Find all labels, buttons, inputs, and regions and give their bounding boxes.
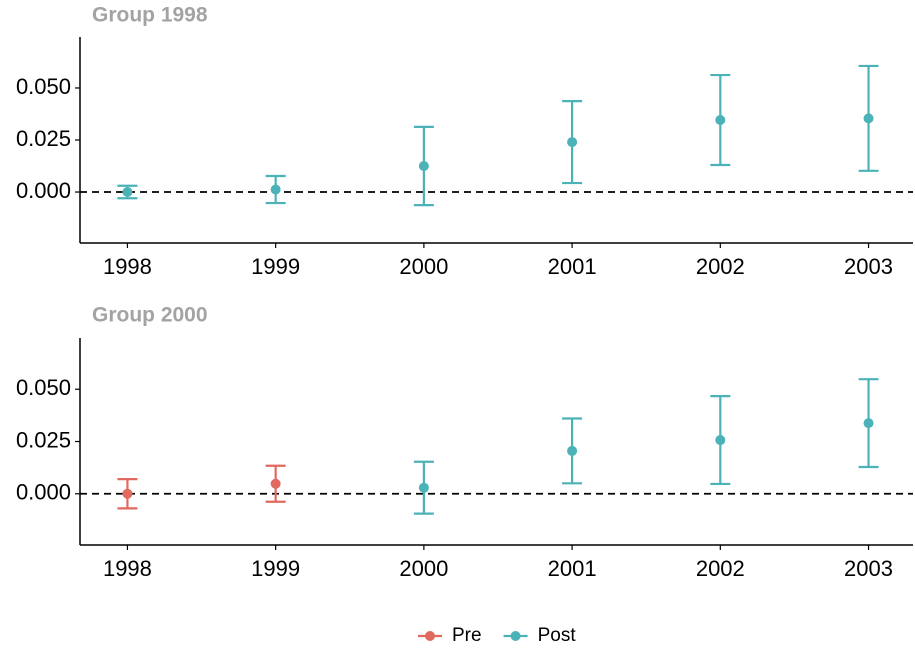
legend-label: Post — [538, 625, 577, 646]
panel-title: Group 2000 — [92, 304, 208, 327]
point — [567, 137, 578, 148]
point — [122, 187, 133, 198]
point — [270, 184, 281, 195]
x-tick-label: 2003 — [844, 254, 893, 279]
x-tick-label: 1998 — [103, 254, 152, 279]
x-tick-label: 1999 — [251, 556, 300, 581]
legend-key-point — [510, 631, 521, 641]
point — [270, 478, 281, 489]
x-tick-label: 2001 — [548, 254, 597, 279]
x-tick-label: 2002 — [696, 254, 745, 279]
point — [122, 488, 133, 499]
y-tick-label: 0.000 — [16, 178, 71, 203]
x-tick-label: 1999 — [251, 254, 300, 279]
y-tick-label: 0.025 — [16, 427, 71, 452]
y-tick-label: 0.050 — [16, 375, 71, 400]
x-tick-label: 2001 — [548, 556, 597, 581]
legend-key-point — [425, 631, 435, 641]
point — [418, 161, 429, 172]
point — [715, 115, 726, 126]
x-tick-label: 2003 — [844, 556, 893, 581]
point — [863, 113, 874, 124]
y-tick-label: 0.050 — [16, 74, 71, 99]
x-tick-label: 2000 — [399, 556, 448, 581]
point — [863, 418, 874, 429]
point — [418, 482, 429, 493]
legend-label: Pre — [452, 625, 482, 646]
x-tick-label: 2002 — [696, 556, 745, 581]
x-tick-label: 1998 — [103, 556, 152, 581]
y-tick-label: 0.000 — [16, 480, 71, 505]
panel-title: Group 1998 — [92, 4, 208, 27]
x-tick-label: 2000 — [399, 254, 448, 279]
y-tick-label: 0.025 — [16, 126, 71, 151]
point — [567, 445, 578, 456]
point — [715, 435, 726, 446]
